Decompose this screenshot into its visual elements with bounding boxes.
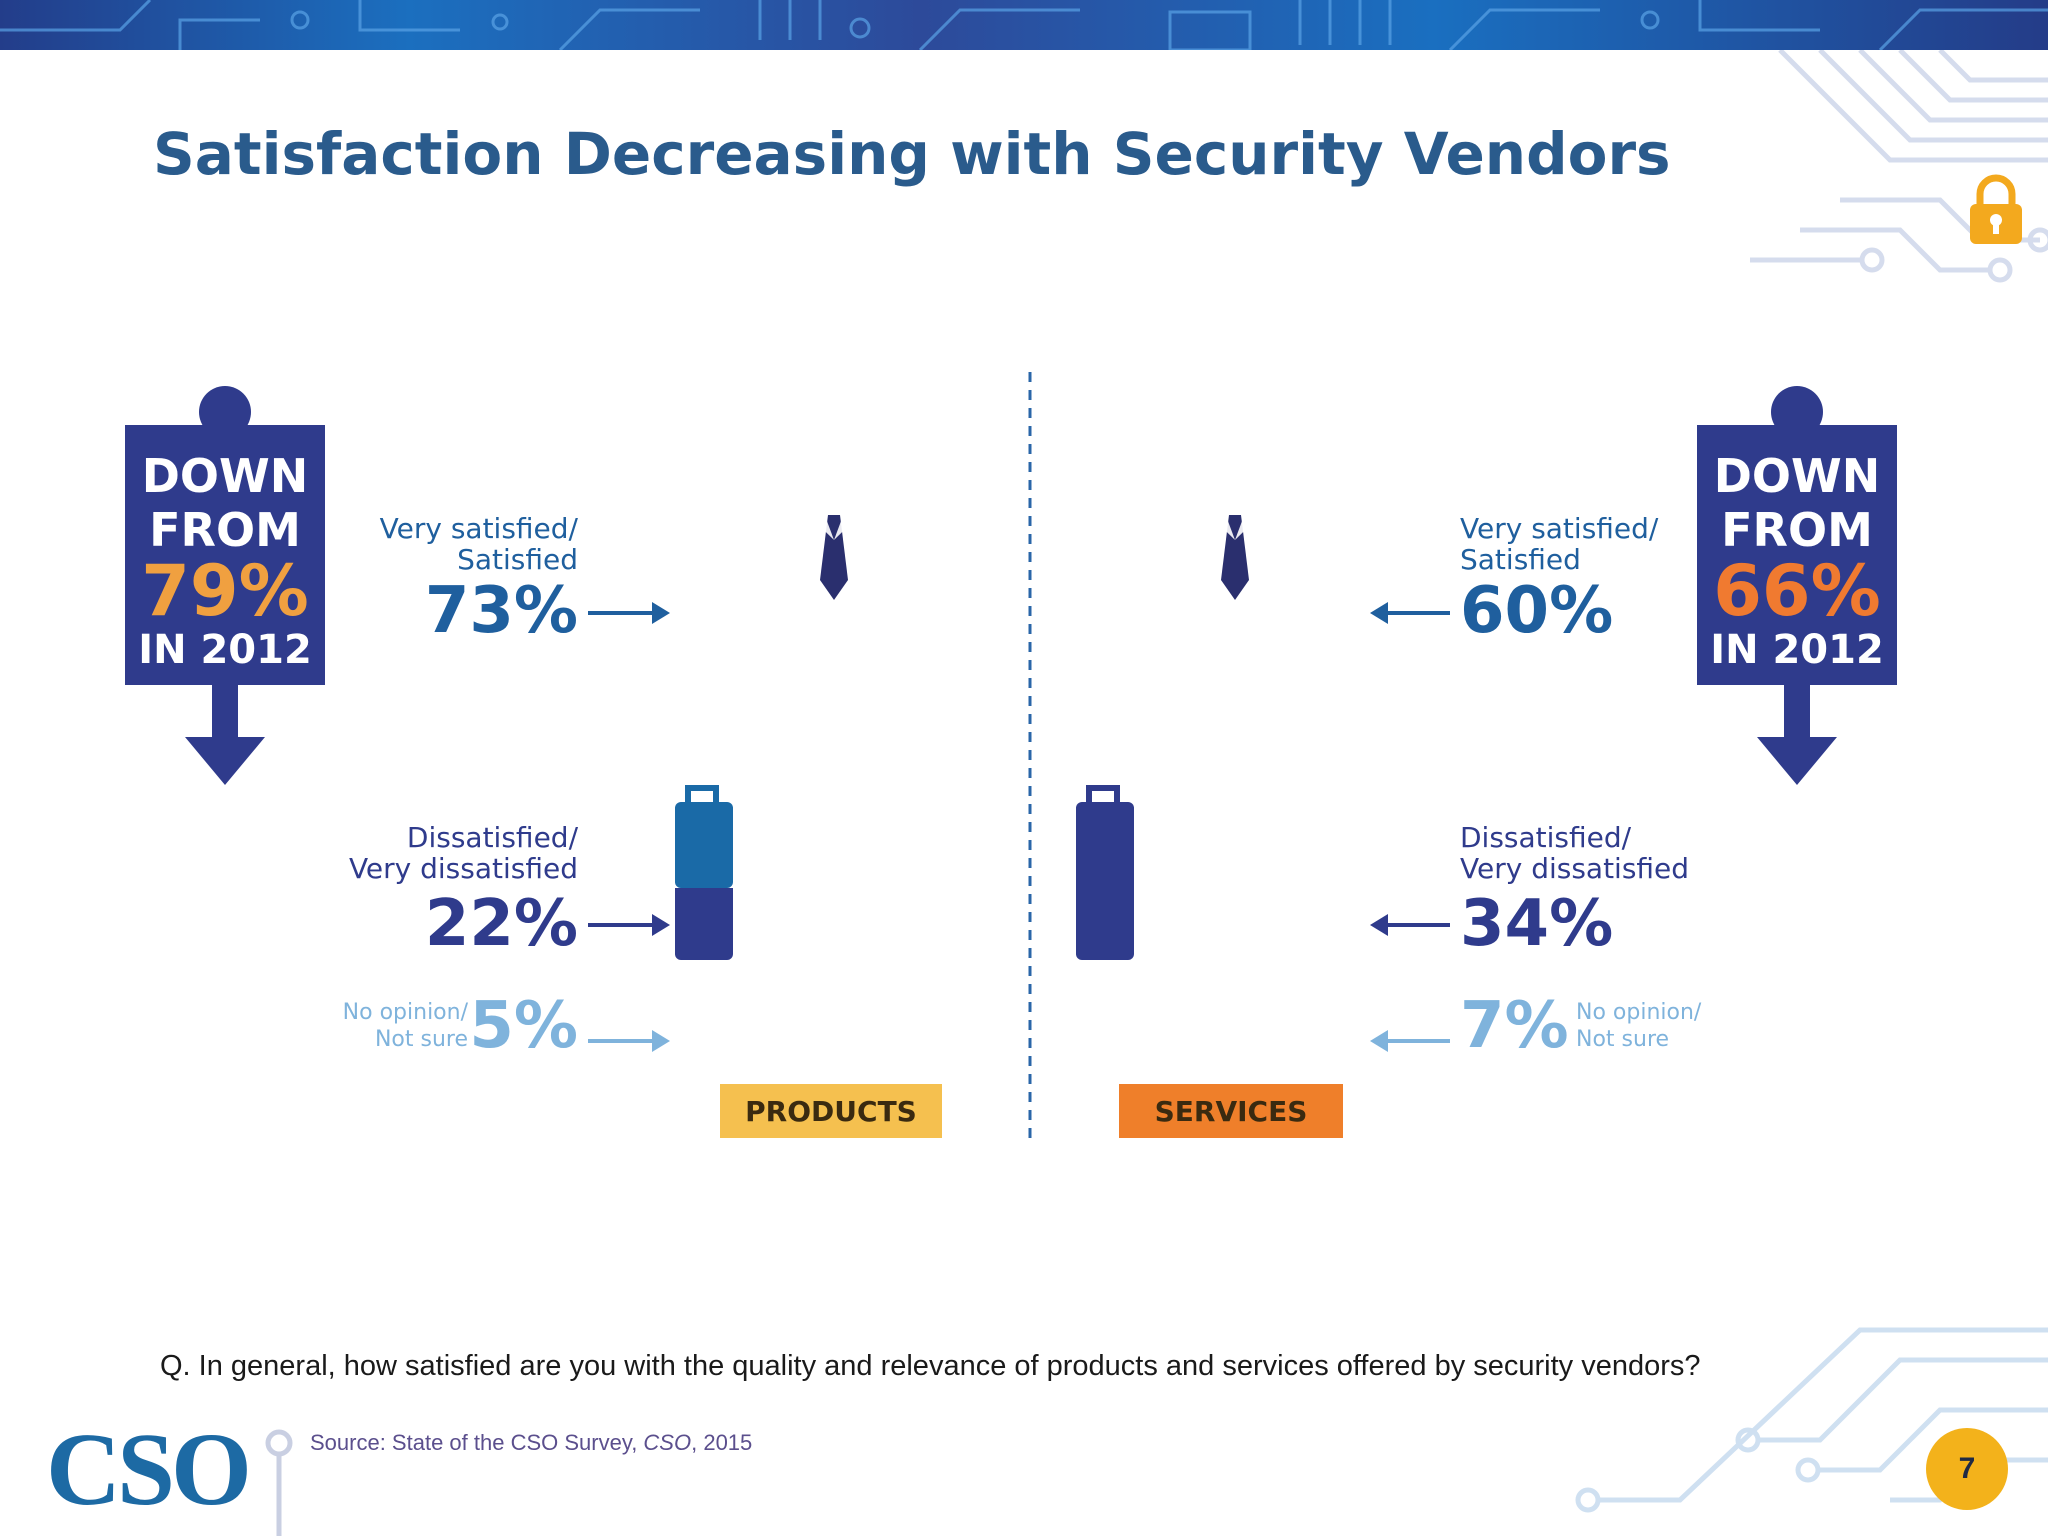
arrow-left-icon	[1370, 602, 1450, 624]
source-suffix: , 2015	[691, 1430, 753, 1455]
arrow-left-icon	[1370, 1030, 1450, 1052]
products-badge-value: 79%	[141, 550, 309, 632]
services-satisfied-label-line1: Very satisfied/	[1460, 512, 1659, 545]
satisfaction-pictograph-chart: PRODUCTS SERVICES Very satisfied/ Satisf…	[125, 355, 1897, 1142]
top-circuit-banner	[0, 0, 2048, 50]
products-dissatisfied-value: 22%	[425, 887, 578, 961]
arrow-right-icon	[588, 1030, 670, 1052]
services-tie-icon	[1191, 497, 1279, 600]
services-badge-value: 66%	[1713, 550, 1881, 632]
products-badge-line4: IN 2012	[138, 627, 312, 673]
services-badge-line2: FROM	[1721, 503, 1873, 557]
arrow-right-icon	[588, 914, 670, 936]
services-label-box	[1119, 1084, 1343, 1138]
products-tie-icon	[790, 497, 878, 600]
source-publication: CSO	[643, 1430, 692, 1455]
circuit-pin-icon	[265, 1429, 293, 1536]
products-no-opinion-label-line2: Not sure	[375, 1027, 468, 1052]
lock-icon	[1970, 174, 2022, 244]
services-briefcase-icon	[1076, 785, 1134, 960]
products-bar-satisfied	[683, 355, 985, 873]
products-badge-line2: FROM	[149, 503, 301, 557]
products-label: PRODUCTS	[745, 1095, 917, 1128]
services-badge-line4: IN 2012	[1710, 627, 1884, 673]
arrow-right-icon	[588, 602, 670, 624]
products-briefcase-icon	[675, 785, 733, 960]
services-no-opinion-label-line1: No opinion/	[1576, 1000, 1702, 1025]
page-number-badge: 7	[1926, 1428, 2008, 1510]
products-label-box	[720, 1084, 942, 1138]
slide-title: Satisfaction Decreasing with Security Ve…	[153, 120, 1671, 188]
services-dissatisfied-label-line2: Very dissatisfied	[1460, 852, 1689, 885]
services-no-opinion-value: 7%	[1460, 989, 1569, 1063]
source-prefix: Source: State of the CSO Survey,	[310, 1430, 644, 1455]
services-satisfied-value: 60%	[1460, 574, 1613, 648]
arrow-left-icon	[1370, 914, 1450, 936]
products-satisfied-label-line1: Very satisfied/	[380, 512, 579, 545]
services-no-opinion-label-line2: Not sure	[1576, 1027, 1669, 1052]
products-down-from-badge: DOWN FROM 79% IN 2012	[125, 386, 325, 785]
services-bar-no-opinion	[1084, 1015, 1386, 1065]
products-bar-no-opinion	[683, 1029, 985, 1065]
source-citation: Source: State of the CSO Survey, CSO, 20…	[310, 1430, 752, 1456]
services-dissatisfied-label-line1: Dissatisfied/	[1460, 821, 1632, 854]
survey-question: Q. In general, how satisfied are you wit…	[160, 1350, 1701, 1382]
services-satisfied-label-line2: Satisfied	[1460, 543, 1581, 576]
products-satisfied-label-line2: Satisfied	[457, 543, 578, 576]
services-down-from-badge: DOWN FROM 66% IN 2012	[1697, 386, 1897, 785]
products-no-opinion-value: 5%	[469, 989, 578, 1063]
services-label: SERVICES	[1155, 1095, 1308, 1128]
products-satisfied-value: 73%	[425, 574, 578, 648]
cso-logo: CSO	[46, 1412, 252, 1527]
down-arrow-icon	[1757, 737, 1837, 785]
products-dissatisfied-label-line2: Very dissatisfied	[349, 852, 578, 885]
down-arrow-icon	[185, 737, 265, 785]
products-no-opinion-label-line1: No opinion/	[343, 1000, 469, 1025]
services-dissatisfied-value: 34%	[1460, 887, 1613, 961]
products-badge-line1: DOWN	[142, 449, 309, 503]
services-badge-line1: DOWN	[1714, 449, 1881, 503]
products-dissatisfied-label-line1: Dissatisfied/	[407, 821, 579, 854]
